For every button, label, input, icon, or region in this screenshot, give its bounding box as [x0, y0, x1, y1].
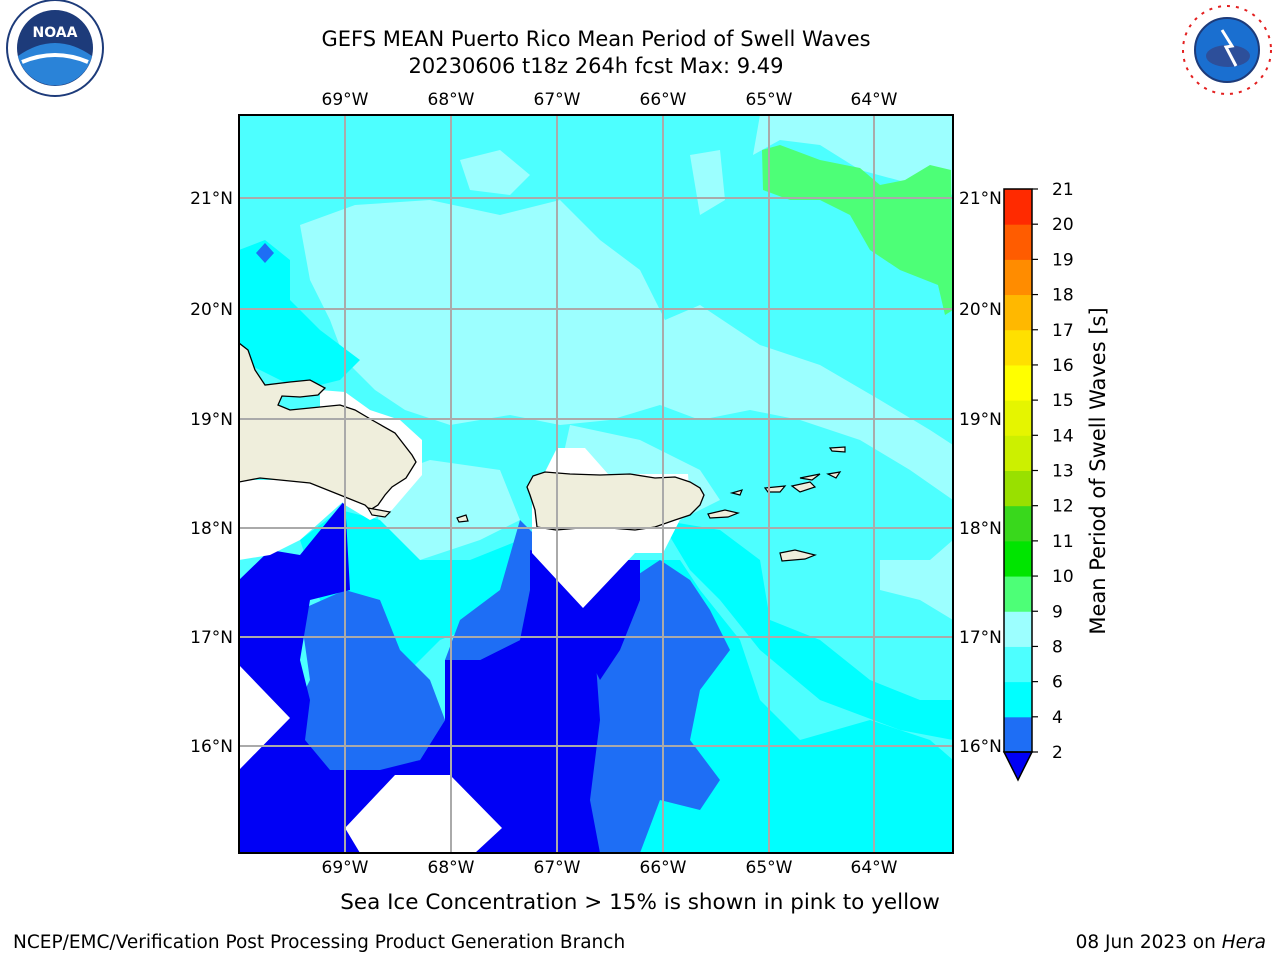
map-panel — [239, 115, 953, 853]
lat-label: 21°N — [959, 189, 1002, 209]
colorbar-tick-label: 14 — [1052, 426, 1074, 446]
colorbar-tick-label: 15 — [1052, 391, 1074, 411]
footer-producer: NCEP/EMC/Verification Post Processing Pr… — [13, 932, 626, 953]
colorbar-tick-label: 21 — [1052, 180, 1074, 200]
lat-label: 17°N — [190, 628, 233, 648]
lon-label: 67°W — [534, 90, 581, 110]
graticule — [239, 115, 953, 853]
lat-label: 21°N — [190, 189, 233, 209]
lat-label: 16°N — [190, 737, 233, 757]
lon-label: 68°W — [428, 90, 475, 110]
colorbar: 2 4 6 8 9 10 11 12 13 14 15 16 17 18 19 20 21 — [1002, 180, 1074, 782]
noaa-logo-text: NOAA — [33, 25, 78, 41]
colorbar-segment — [1004, 540, 1032, 577]
colorbar-segment — [1004, 716, 1032, 753]
lon-label: 69°W — [322, 90, 369, 110]
colorbar-tick-label: 19 — [1052, 250, 1074, 270]
colorbar-tick-label: 16 — [1052, 356, 1074, 376]
swell-band-9-10 — [762, 145, 953, 315]
colorbar-tick-label: 10 — [1052, 567, 1074, 587]
lon-label: 67°W — [534, 858, 581, 878]
colorbar-segment — [1004, 329, 1032, 366]
nws-logo — [1181, 4, 1273, 96]
colorbar-segment — [1004, 364, 1032, 401]
chart-title: GEFS MEAN Puerto Rico Mean Period of Swe… — [321, 27, 871, 51]
lat-label: 17°N — [959, 628, 1002, 648]
sea-ice-note: Sea Ice Concentration > 15% is shown in … — [340, 890, 940, 915]
lat-label: 18°N — [959, 519, 1002, 539]
chart-subtitle-forecast: 20230606 t18z 264h fcst Max: 9.49 — [408, 54, 784, 78]
lat-label: 20°N — [959, 300, 1002, 320]
colorbar-segment — [1004, 400, 1032, 436]
colorbar-segment — [1004, 294, 1032, 331]
lat-labels-right: 21°N 20°N 19°N 18°N 17°N 16°N — [959, 189, 1002, 757]
colorbar-tick-label: 11 — [1052, 532, 1074, 552]
colorbar-tick-label: 2 — [1052, 743, 1063, 763]
colorbar-segment — [1004, 259, 1032, 296]
lat-label: 19°N — [190, 410, 233, 430]
colorbar-segment — [1004, 189, 1032, 225]
lon-label: 64°W — [851, 858, 898, 878]
land-puerto-rico — [526, 471, 705, 531]
lon-label: 69°W — [322, 858, 369, 878]
lat-label: 18°N — [190, 519, 233, 539]
footer-date: 08 Jun 2023 on Hera — [1076, 932, 1266, 953]
map-frame — [238, 114, 954, 854]
colorbar-segment — [1004, 576, 1032, 612]
colorbar-label: Mean Period of Swell Waves [s] — [1086, 307, 1110, 634]
colorbar-segment — [1004, 505, 1032, 542]
footer-date-text: 08 Jun 2023 on — [1075, 932, 1222, 953]
colorbar-segment — [1004, 470, 1032, 507]
lon-label: 65°W — [746, 90, 793, 110]
lon-labels-top: 69°W 68°W 67°W 66°W 65°W 64°W — [322, 90, 898, 110]
lon-label: 66°W — [640, 90, 687, 110]
noaa-logo: NOAA — [6, 0, 104, 97]
colorbar-segment — [1004, 681, 1032, 718]
colorbar-tick-label: 13 — [1052, 462, 1074, 482]
colorbar-tick-label: 9 — [1052, 602, 1063, 622]
lon-labels-bottom: 69°W 68°W 67°W 66°W 65°W 64°W — [322, 858, 898, 878]
colorbar-tick-label: 4 — [1052, 708, 1063, 728]
lon-label: 64°W — [851, 90, 898, 110]
lat-labels-left: 21°N 20°N 19°N 18°N 17°N 16°N — [190, 189, 233, 757]
lon-label: 66°W — [640, 858, 687, 878]
colorbar-extend-under — [1002, 751, 1034, 782]
colorbar-tick-label: 8 — [1052, 637, 1063, 657]
colorbar-tick-label: 12 — [1052, 497, 1074, 517]
colorbar-segment — [1004, 435, 1032, 471]
lon-label: 68°W — [428, 858, 475, 878]
colorbar-segment — [1004, 646, 1032, 683]
lat-label: 20°N — [190, 300, 233, 320]
lat-label: 19°N — [959, 410, 1002, 430]
colorbar-tick-label: 6 — [1052, 673, 1063, 693]
colorbar-segment — [1004, 611, 1032, 647]
colorbar-tick-label: 17 — [1052, 321, 1074, 341]
lon-label: 65°W — [746, 858, 793, 878]
colorbar-segment — [1004, 224, 1032, 260]
colorbar-tick-label: 18 — [1052, 286, 1074, 306]
colorbar-tick-label: 20 — [1052, 215, 1074, 235]
footer-host: Hera — [1221, 932, 1266, 953]
lat-label: 16°N — [959, 737, 1002, 757]
